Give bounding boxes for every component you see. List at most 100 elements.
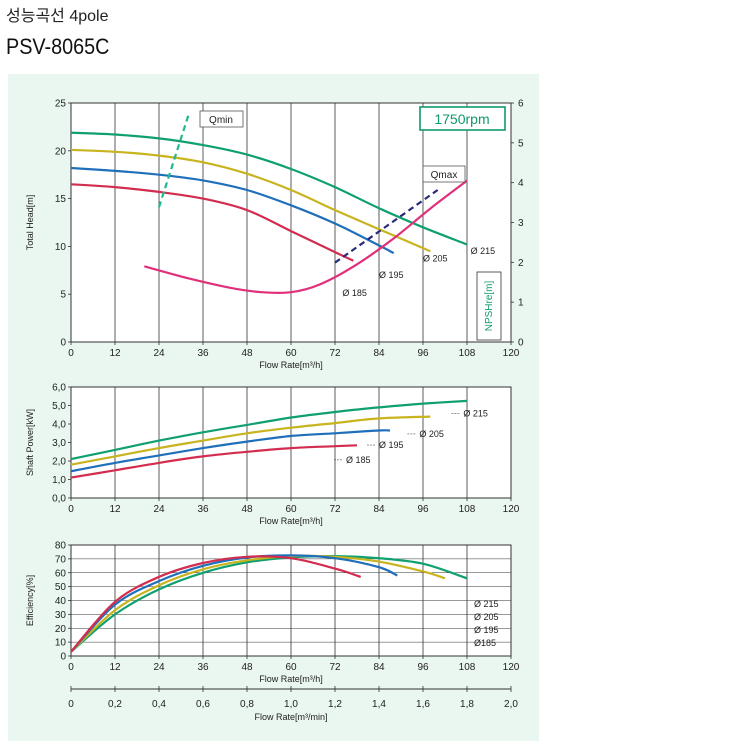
- efficiency-xtick-label: 120: [503, 662, 520, 673]
- head-xtick-label: 84: [373, 348, 385, 359]
- efficiency-ytick-label: 10: [55, 638, 67, 649]
- flow-min-tick-label: 1,0: [284, 699, 298, 710]
- flow-min-axis-label: Flow Rate[m³/min]: [254, 712, 327, 722]
- power-xtick-label: 60: [285, 504, 297, 515]
- efficiency-xtick-label: 72: [329, 662, 341, 673]
- flow-min-tick-label: 0,6: [196, 699, 210, 710]
- power-series-line: [70, 429, 391, 473]
- flow-min-tick-label: 0,2: [108, 699, 122, 710]
- npsh-axis-label: NPSHre[m]: [484, 280, 495, 331]
- power-xtick-label: 108: [459, 504, 476, 515]
- head-series-line: [70, 183, 354, 262]
- head-xtick-label: 108: [459, 348, 476, 359]
- head-xtick-label: 72: [329, 348, 341, 359]
- power-ytick-label: 0,0: [52, 494, 66, 505]
- head-y2tick-label: 3: [518, 218, 524, 229]
- rpm-box: [419, 106, 506, 131]
- power-ylabel: Shaft Power[kW]: [25, 409, 35, 476]
- power-xtick-label: 12: [109, 504, 121, 515]
- efficiency-xtick-label: 24: [153, 662, 165, 673]
- flow-min-tick-label: 1,4: [372, 699, 386, 710]
- head-xtick-label: 24: [153, 348, 165, 359]
- efficiency-ytick-label: 80: [55, 541, 67, 552]
- head-xtick-label: 120: [503, 348, 520, 359]
- npsh-label-box: [476, 271, 502, 341]
- efficiency-legend-item: Ø 195: [474, 625, 499, 635]
- head-ytick-label: 0: [60, 338, 66, 349]
- qmin-box: [199, 110, 244, 128]
- qmin-line: [157, 115, 190, 208]
- power-diameter-label: Ø 205: [419, 429, 444, 439]
- head-xtick-label: 48: [241, 348, 253, 359]
- power-ytick-label: 3,0: [52, 438, 66, 449]
- head-ytick-label: 20: [55, 146, 67, 157]
- efficiency-ytick-label: 40: [55, 596, 67, 607]
- efficiency-xtick-label: 96: [417, 662, 429, 673]
- efficiency-xtick-label: 108: [459, 662, 476, 673]
- efficiency-xtick-label: 12: [109, 662, 121, 673]
- head-ytick-label: 25: [55, 99, 67, 110]
- head-y2tick-label: 2: [518, 258, 524, 269]
- power-xtick-label: 96: [417, 504, 429, 515]
- qmin-label: Qmin: [209, 115, 233, 126]
- head-y2tick-label: 1: [518, 298, 524, 309]
- flow-min-tick-label: 0: [68, 699, 74, 710]
- efficiency-series-line: [70, 554, 468, 653]
- flow-min-tick-label: 1,2: [328, 699, 342, 710]
- efficiency-xlabel: Flow Rate[m³/h]: [259, 674, 323, 684]
- flow-min-tick-label: 1,8: [460, 699, 474, 710]
- power-xtick-label: 24: [153, 504, 165, 515]
- efficiency-ytick-label: 20: [55, 624, 67, 635]
- efficiency-series-line: [70, 555, 362, 653]
- power-xtick-label: 84: [373, 504, 385, 515]
- rpm-label: 1750rpm: [434, 111, 489, 127]
- head-ytick-label: 5: [60, 290, 66, 301]
- power-diameter-label: Ø 185: [346, 455, 371, 465]
- flow-min-tick-label: 1,6: [416, 699, 430, 710]
- efficiency-ytick-label: 50: [55, 582, 67, 593]
- head-ylabel: Total Head[m]: [25, 195, 35, 251]
- efficiency-ylabel: Efficiency[%]: [25, 575, 35, 626]
- head-ytick-label: 15: [55, 194, 67, 205]
- efficiency-legend-item: Ø 205: [474, 612, 499, 622]
- head-diameter-label: Ø 185: [342, 288, 367, 298]
- head-diameter-label: Ø 215: [471, 246, 496, 256]
- head-xlabel: Flow Rate[m³/h]: [259, 360, 323, 370]
- head-diameter-label: Ø 205: [423, 254, 448, 264]
- power-xlabel: Flow Rate[m³/h]: [259, 516, 323, 526]
- head-xtick-label: 0: [68, 348, 74, 359]
- efficiency-xtick-label: 60: [285, 662, 297, 673]
- head-series-line: [70, 131, 468, 246]
- head-y2tick-label: 4: [518, 178, 524, 189]
- qmax-box: [422, 165, 466, 183]
- power-series-line: [70, 399, 468, 461]
- power-xtick-label: 72: [329, 504, 341, 515]
- model-name: PSV-8065C: [6, 34, 110, 59]
- power-xtick-label: 0: [68, 504, 74, 515]
- efficiency-legend-item: Ø185: [474, 638, 496, 648]
- flow-min-tick-label: 0,4: [152, 699, 166, 710]
- power-ytick-label: 2,0: [52, 457, 66, 468]
- power-xtick-label: 120: [503, 504, 520, 515]
- efficiency-series-line: [70, 554, 446, 653]
- power-ytick-label: 6,0: [52, 383, 66, 394]
- qmax-label: Qmax: [431, 170, 458, 181]
- efficiency-ytick-label: 0: [60, 652, 66, 663]
- head-xtick-label: 36: [197, 348, 209, 359]
- power-diameter-label: Ø 215: [463, 409, 488, 419]
- head-y2tick-label: 5: [518, 138, 524, 149]
- efficiency-legend-item: Ø 215: [474, 599, 499, 609]
- flow-min-tick-label: 2,0: [504, 699, 518, 710]
- power-series-line: [70, 444, 358, 479]
- head-y2tick-label: 0: [518, 338, 524, 349]
- head-ytick-label: 10: [55, 242, 67, 253]
- efficiency-ytick-label: 70: [55, 554, 67, 565]
- head-series-line: [144, 179, 468, 295]
- power-xtick-label: 48: [241, 504, 253, 515]
- page-title: 성능곡선 4pole: [6, 8, 109, 25]
- power-diameter-label: Ø 195: [379, 440, 404, 450]
- flow-min-tick-label: 0,8: [240, 699, 254, 710]
- head-xtick-label: 12: [109, 348, 121, 359]
- efficiency-ytick-label: 30: [55, 610, 67, 621]
